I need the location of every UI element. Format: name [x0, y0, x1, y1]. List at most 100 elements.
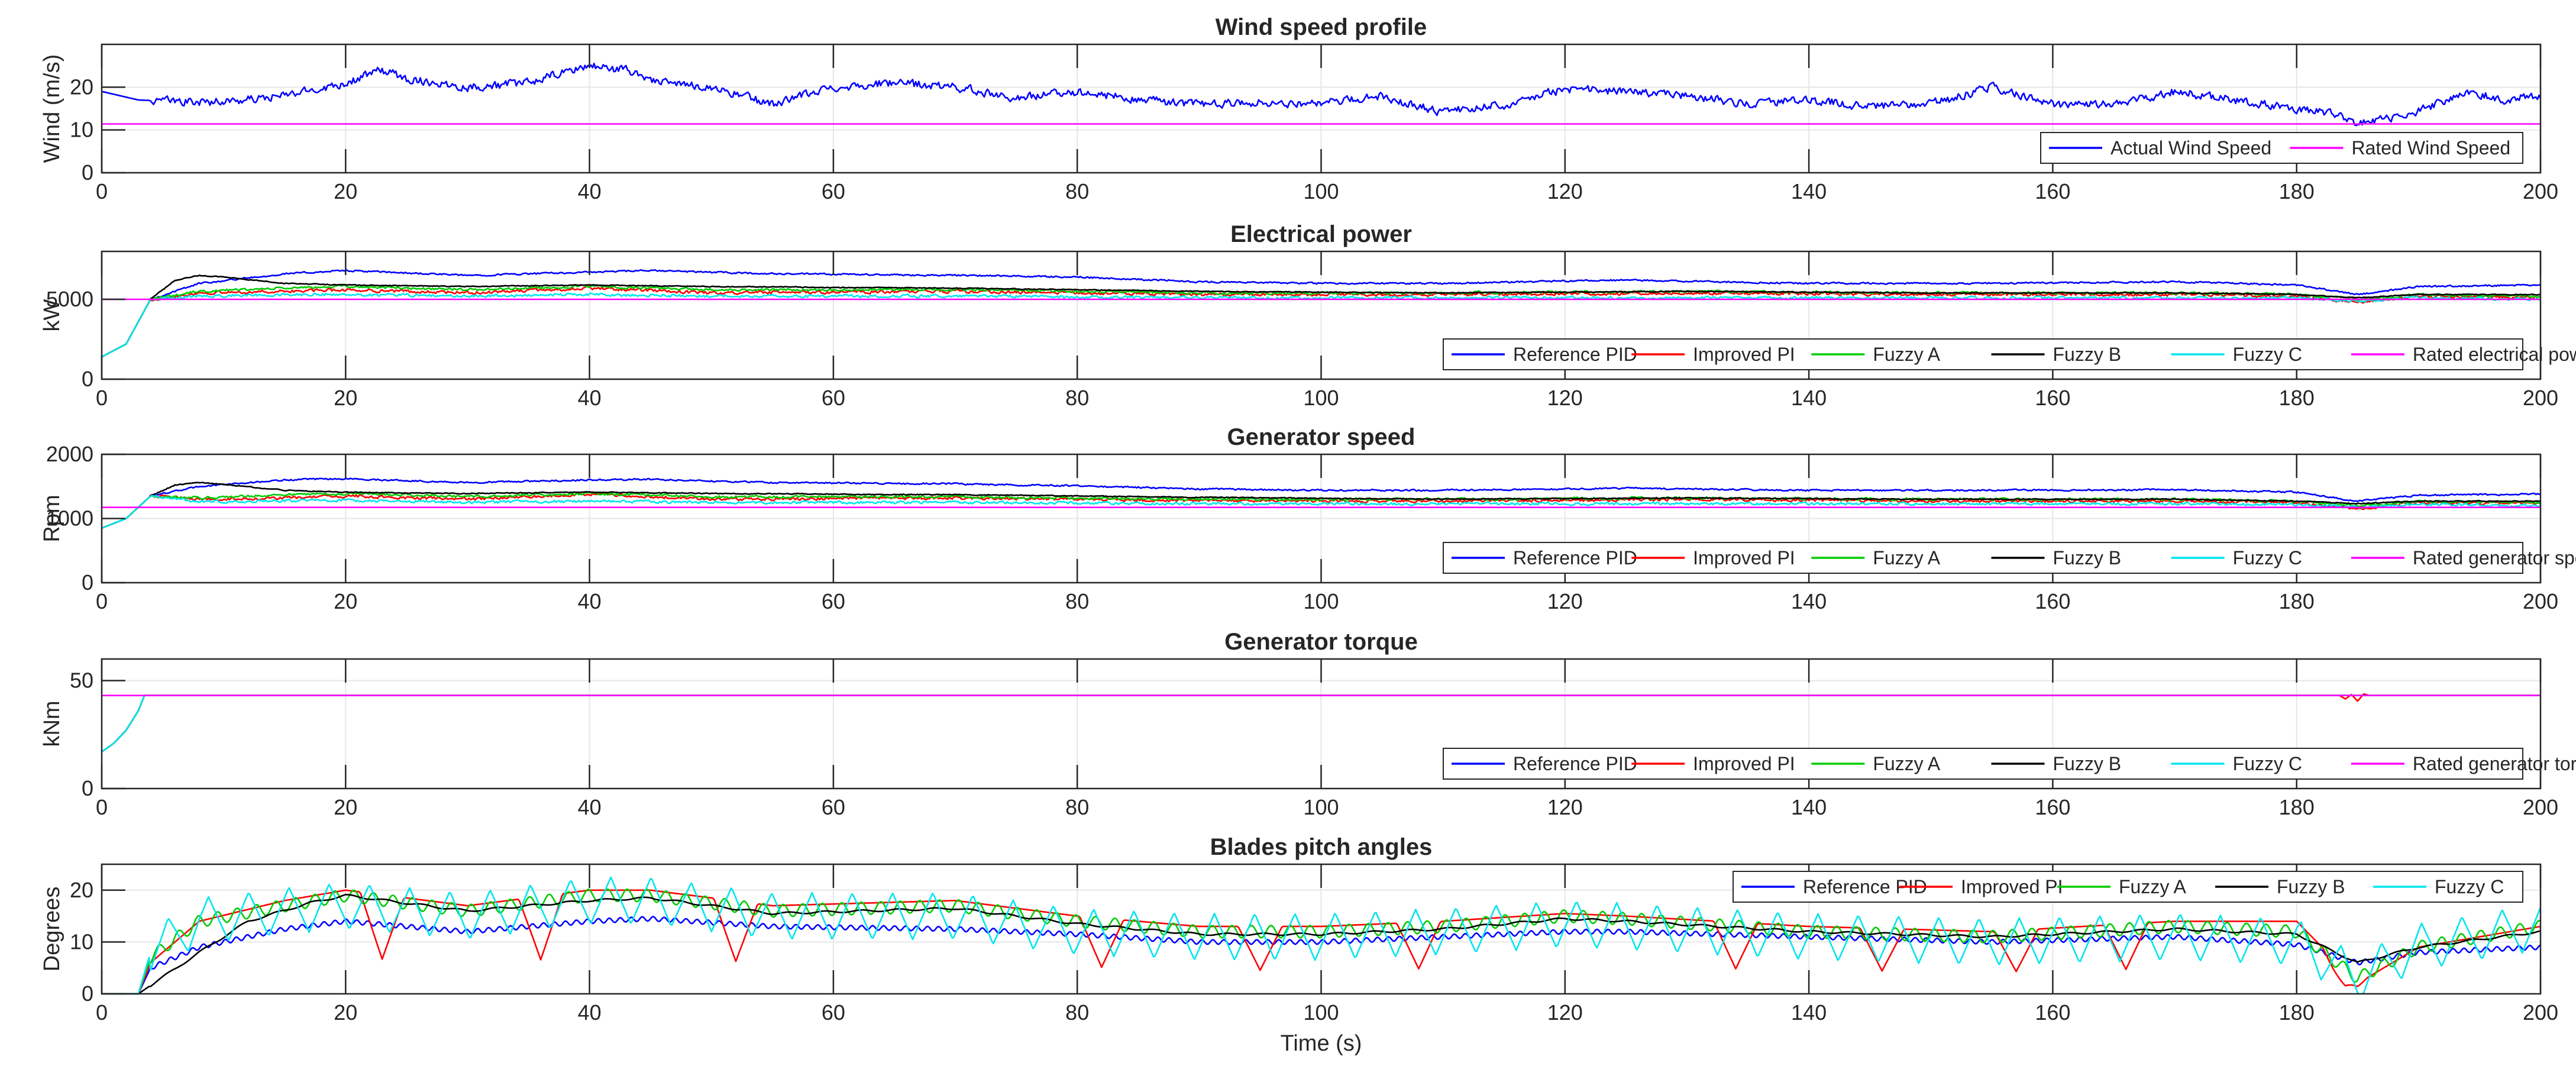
- x-tick-label: 160: [2035, 1000, 2070, 1025]
- x-tick-label: 20: [334, 386, 357, 410]
- series-line: [101, 477, 2541, 529]
- x-tick-label: 140: [1791, 795, 1827, 819]
- x-tick-label: 80: [1065, 1000, 1089, 1025]
- series-line: [102, 876, 2542, 995]
- x-tick-label: 100: [1303, 386, 1339, 410]
- legend-label: Fuzzy C: [2233, 547, 2302, 568]
- series-line: [102, 893, 2541, 995]
- legend: Actual Wind Speed Rated Wind Speed: [2040, 132, 2523, 164]
- x-tick-label: 60: [822, 179, 845, 203]
- legend: Reference PID Improved PI Fuzzy A Fuzzy B Fu…: [1443, 542, 2576, 574]
- x-tick-label: 100: [1303, 179, 1339, 203]
- chart-title: Generator torque: [1224, 629, 1418, 655]
- x-tick-label: 80: [1065, 386, 1089, 410]
- x-tick-label: 180: [2279, 386, 2315, 410]
- legend-label: Fuzzy A: [1873, 344, 1940, 365]
- x-tick-label: 20: [334, 795, 357, 819]
- y-tick-label: 0: [82, 776, 93, 800]
- legend-label: Rated generator speed: [2413, 547, 2576, 568]
- legend: Reference PID Improved PI Fuzzy A Fuzzy B Fu…: [1733, 871, 2523, 903]
- x-tick-label: 20: [334, 179, 357, 203]
- x-tick-label: 180: [2279, 795, 2315, 819]
- chart-panel-1: 0 20 40 60 80 100 120 140 160 180 200 0 5000 Electric…: [40, 221, 2576, 410]
- legend-label: Fuzzy A: [2119, 876, 2186, 897]
- y-axis-label: kNm: [40, 700, 64, 747]
- y-tick-label: 0: [82, 160, 93, 185]
- x-tick-label: 80: [1065, 795, 1089, 819]
- x-tick-label: 40: [578, 589, 602, 613]
- legend: Reference PID Improved PI Fuzzy A Fuzzy B Fu…: [1443, 748, 2576, 780]
- legend-label: Improved PI: [1961, 876, 2063, 897]
- legend-box: [1443, 338, 2523, 370]
- x-tick-label: 80: [1065, 179, 1089, 203]
- legend-label: Improved PI: [1693, 344, 1795, 365]
- legend-label: Reference PID: [1513, 753, 1637, 774]
- series-line: [101, 63, 2542, 127]
- x-tick-label: 120: [1547, 795, 1583, 819]
- chart-panel-0: 0 20 40 60 80 100 120 140 160 180 200 0 10 20 Wind spe…: [40, 14, 2558, 203]
- chart-title: Blades pitch angles: [1210, 834, 1433, 860]
- x-tick-label: 160: [2035, 589, 2070, 613]
- legend-label: Improved PI: [1693, 547, 1795, 568]
- y-axis-label: Rpm: [40, 495, 64, 542]
- chart-panel-3: 0 20 40 60 80 100 120 140 160 180 200 0 50 Generator …: [40, 629, 2576, 819]
- x-tick-label: 20: [334, 1000, 357, 1025]
- chart-panel-2: 0 20 40 60 80 100 120 140 160 180 200010002000Gene…: [40, 424, 2576, 613]
- series-line: [102, 916, 2541, 995]
- legend-label: Rated electrical power: [2413, 344, 2576, 365]
- x-tick-label: 80: [1065, 589, 1089, 613]
- chart-title: Wind speed profile: [1216, 14, 1427, 40]
- legend-label: Fuzzy C: [2233, 344, 2302, 365]
- x-tick-label: 40: [578, 179, 602, 203]
- x-tick-label: 140: [1791, 1000, 1827, 1025]
- legend-label: Rated Wind Speed: [2352, 137, 2511, 159]
- x-tick-label: 200: [2523, 179, 2558, 203]
- y-tick-label: 10: [70, 118, 93, 142]
- x-tick-label: 180: [2279, 179, 2315, 203]
- legend: Reference PID Improved PI Fuzzy A Fuzzy B Fu…: [1443, 338, 2576, 370]
- x-tick-label: 0: [96, 589, 108, 613]
- series-line: [101, 269, 2541, 358]
- legend-label: Actual Wind Speed: [2110, 137, 2271, 159]
- legend-box: [1443, 542, 2523, 574]
- x-tick-label: 200: [2523, 795, 2558, 819]
- x-tick-label: 40: [578, 795, 602, 819]
- legend-label: Fuzzy B: [2277, 876, 2345, 897]
- legend-label: Reference PID: [1513, 344, 1637, 365]
- x-tick-label: 60: [822, 589, 845, 613]
- y-tick-label: 5000: [46, 287, 93, 311]
- x-tick-label: 0: [96, 795, 108, 819]
- chart-title: Electrical power: [1230, 221, 1412, 247]
- legend-label: Fuzzy A: [1873, 753, 1940, 774]
- x-tick-label: 120: [1547, 179, 1583, 203]
- legend-label: Fuzzy C: [2233, 753, 2302, 774]
- y-tick-label: 20: [70, 75, 93, 99]
- legend-box: [1443, 748, 2523, 780]
- y-tick-label: 10: [70, 929, 93, 954]
- legend-box: [2040, 132, 2523, 164]
- x-tick-label: 40: [578, 386, 602, 410]
- x-tick-label: 200: [2523, 1000, 2558, 1025]
- x-tick-label: 160: [2035, 386, 2070, 410]
- legend-label: Reference PID: [1513, 547, 1637, 568]
- x-tick-label: 100: [1303, 589, 1339, 613]
- x-tick-label: 160: [2035, 179, 2070, 203]
- x-tick-label: 120: [1547, 1000, 1583, 1025]
- legend-label: Fuzzy B: [2053, 344, 2122, 365]
- x-axis-label: Time (s): [1281, 1031, 1362, 1056]
- y-tick-label: 0: [82, 367, 93, 391]
- x-tick-label: 60: [822, 386, 845, 410]
- legend-label: Fuzzy B: [2053, 547, 2122, 568]
- legend-label: Improved PI: [1693, 753, 1795, 774]
- x-tick-label: 40: [578, 1000, 602, 1025]
- x-tick-label: 200: [2523, 589, 2558, 613]
- y-tick-label: 20: [70, 878, 93, 902]
- legend-label: Fuzzy B: [2053, 753, 2122, 774]
- y-tick-label: 0: [82, 570, 93, 595]
- x-tick-label: 60: [822, 1000, 845, 1025]
- x-tick-label: 180: [2279, 589, 2315, 613]
- x-tick-label: 100: [1303, 1000, 1339, 1025]
- x-tick-label: 120: [1547, 386, 1583, 410]
- legend-label: Rated generator torque: [2413, 753, 2576, 774]
